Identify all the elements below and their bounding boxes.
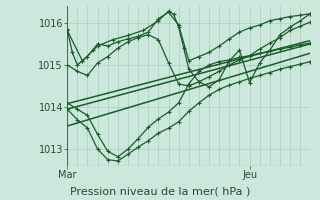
Text: Pression niveau de la mer( hPa ): Pression niveau de la mer( hPa ) [70,186,250,196]
